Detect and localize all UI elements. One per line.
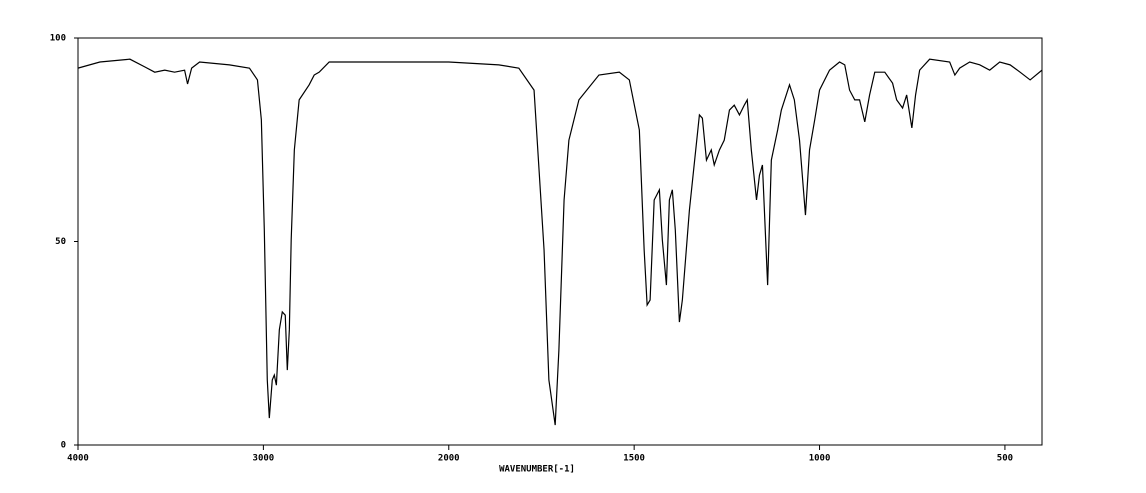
x-tick-label: 1500 [623,454,645,464]
x-tick-label: 4000 [67,454,89,464]
y-tick-label: 0 [61,441,66,451]
y-tick-label: 50 [55,237,66,247]
x-axis-label: WAVENUMBER[-1] [499,465,575,475]
x-tick-label: 500 [997,454,1013,464]
spectrum-line [77,58,1043,426]
x-tick-label: 1000 [809,454,831,464]
y-tick-label: 100 [50,34,66,44]
x-tick-label: 3000 [253,454,275,464]
plot-frame [77,37,1043,446]
x-tick-label: 2000 [438,454,460,464]
